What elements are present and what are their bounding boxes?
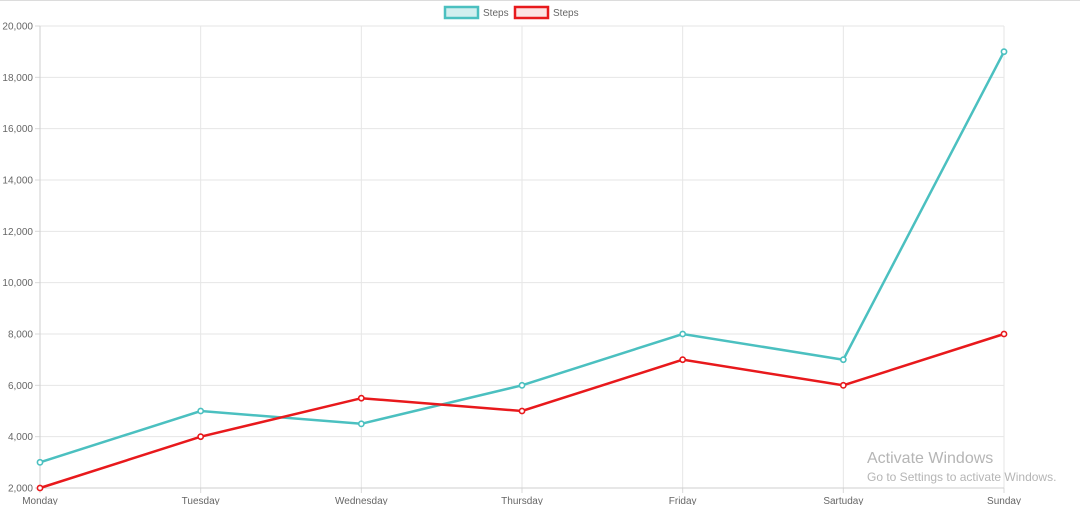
data-point[interactable] [839, 356, 847, 364]
y-tick-label: 18,000 [2, 73, 33, 84]
x-tick-label: Wednesday [335, 496, 388, 505]
axes: 2,000 4,000 6,000 8,000 10,000 12,000 14,000 16… [2, 22, 1021, 505]
grid [39, 25, 1005, 489]
y-tick-label: 8,000 [8, 330, 33, 341]
data-point[interactable] [357, 420, 365, 428]
data-point[interactable] [839, 381, 847, 389]
y-tick-label: 12,000 [2, 227, 33, 238]
y-tick-label: 14,000 [2, 176, 33, 187]
legend-swatch [513, 5, 550, 20]
data-point[interactable] [357, 394, 365, 402]
legend-label: Steps [553, 8, 579, 19]
legend-item-0[interactable]: Steps [443, 5, 509, 20]
data-point[interactable] [679, 356, 687, 364]
x-tick-label: Sartuday [823, 496, 863, 505]
x-tick-label: Thursday [501, 496, 543, 505]
data-point[interactable] [1000, 48, 1008, 56]
y-tick-label: 20,000 [2, 22, 33, 33]
data-point[interactable] [679, 330, 687, 338]
y-tick-label: 10,000 [2, 278, 33, 289]
top-divider [0, 0, 1080, 1]
data-point[interactable] [1000, 330, 1008, 338]
data-point[interactable] [518, 407, 526, 415]
legend-label: Steps [483, 8, 509, 19]
legend-swatch [443, 5, 480, 20]
data-point[interactable] [36, 458, 44, 466]
series-0 [36, 48, 1008, 466]
legend: Steps Steps [443, 5, 579, 20]
data-point[interactable] [518, 381, 526, 389]
y-tick-label: 2,000 [8, 484, 33, 495]
y-tick-label: 4,000 [8, 432, 33, 443]
legend-item-1[interactable]: Steps [513, 5, 579, 20]
data-point[interactable] [197, 433, 205, 441]
x-tick-label: Monday [22, 496, 58, 505]
data-point[interactable] [197, 407, 205, 415]
y-tick-label: 6,000 [8, 381, 33, 392]
x-tick-label: Sunday [987, 496, 1021, 505]
series-1 [36, 330, 1008, 492]
y-tick-label: 16,000 [2, 124, 33, 135]
x-tick-label: Tuesday [182, 496, 220, 505]
series [36, 48, 1008, 492]
data-point[interactable] [36, 484, 44, 492]
x-tick-label: Friday [669, 496, 697, 505]
